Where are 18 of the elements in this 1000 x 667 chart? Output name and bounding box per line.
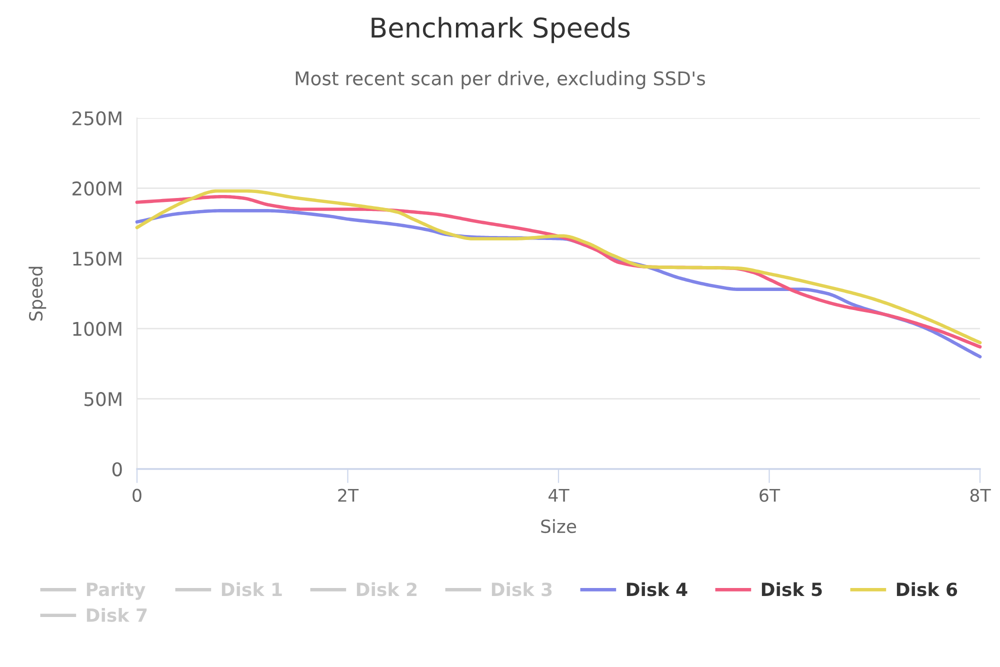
y-tick-label: 0 xyxy=(112,462,122,476)
y-tick-label: 200M xyxy=(72,181,122,196)
y-tick-label: 100M xyxy=(73,322,122,336)
y-tick-label: 50M xyxy=(84,392,122,406)
legend-label: Disk 6 xyxy=(896,582,958,596)
x-axis-title: Size xyxy=(541,519,576,534)
x-tick-label: 4T xyxy=(548,488,570,502)
chart-subtitle: Most recent scan per drive, excluding SSD's xyxy=(296,70,706,90)
y-tick-label: 150M xyxy=(73,252,122,266)
y-tick-label: 250M xyxy=(72,111,122,126)
x-tick-label: 0 xyxy=(132,488,142,502)
chart-title: Benchmark Speeds xyxy=(372,16,630,44)
y-axis-title: Speed xyxy=(28,266,46,321)
x-tick-label: 2T xyxy=(338,488,359,502)
legend-label: Disk 4 xyxy=(626,582,688,596)
x-tick-label: 8T xyxy=(970,488,991,502)
legend-label: Disk 5 xyxy=(762,582,822,596)
x-tick-label: 6T xyxy=(760,488,780,502)
